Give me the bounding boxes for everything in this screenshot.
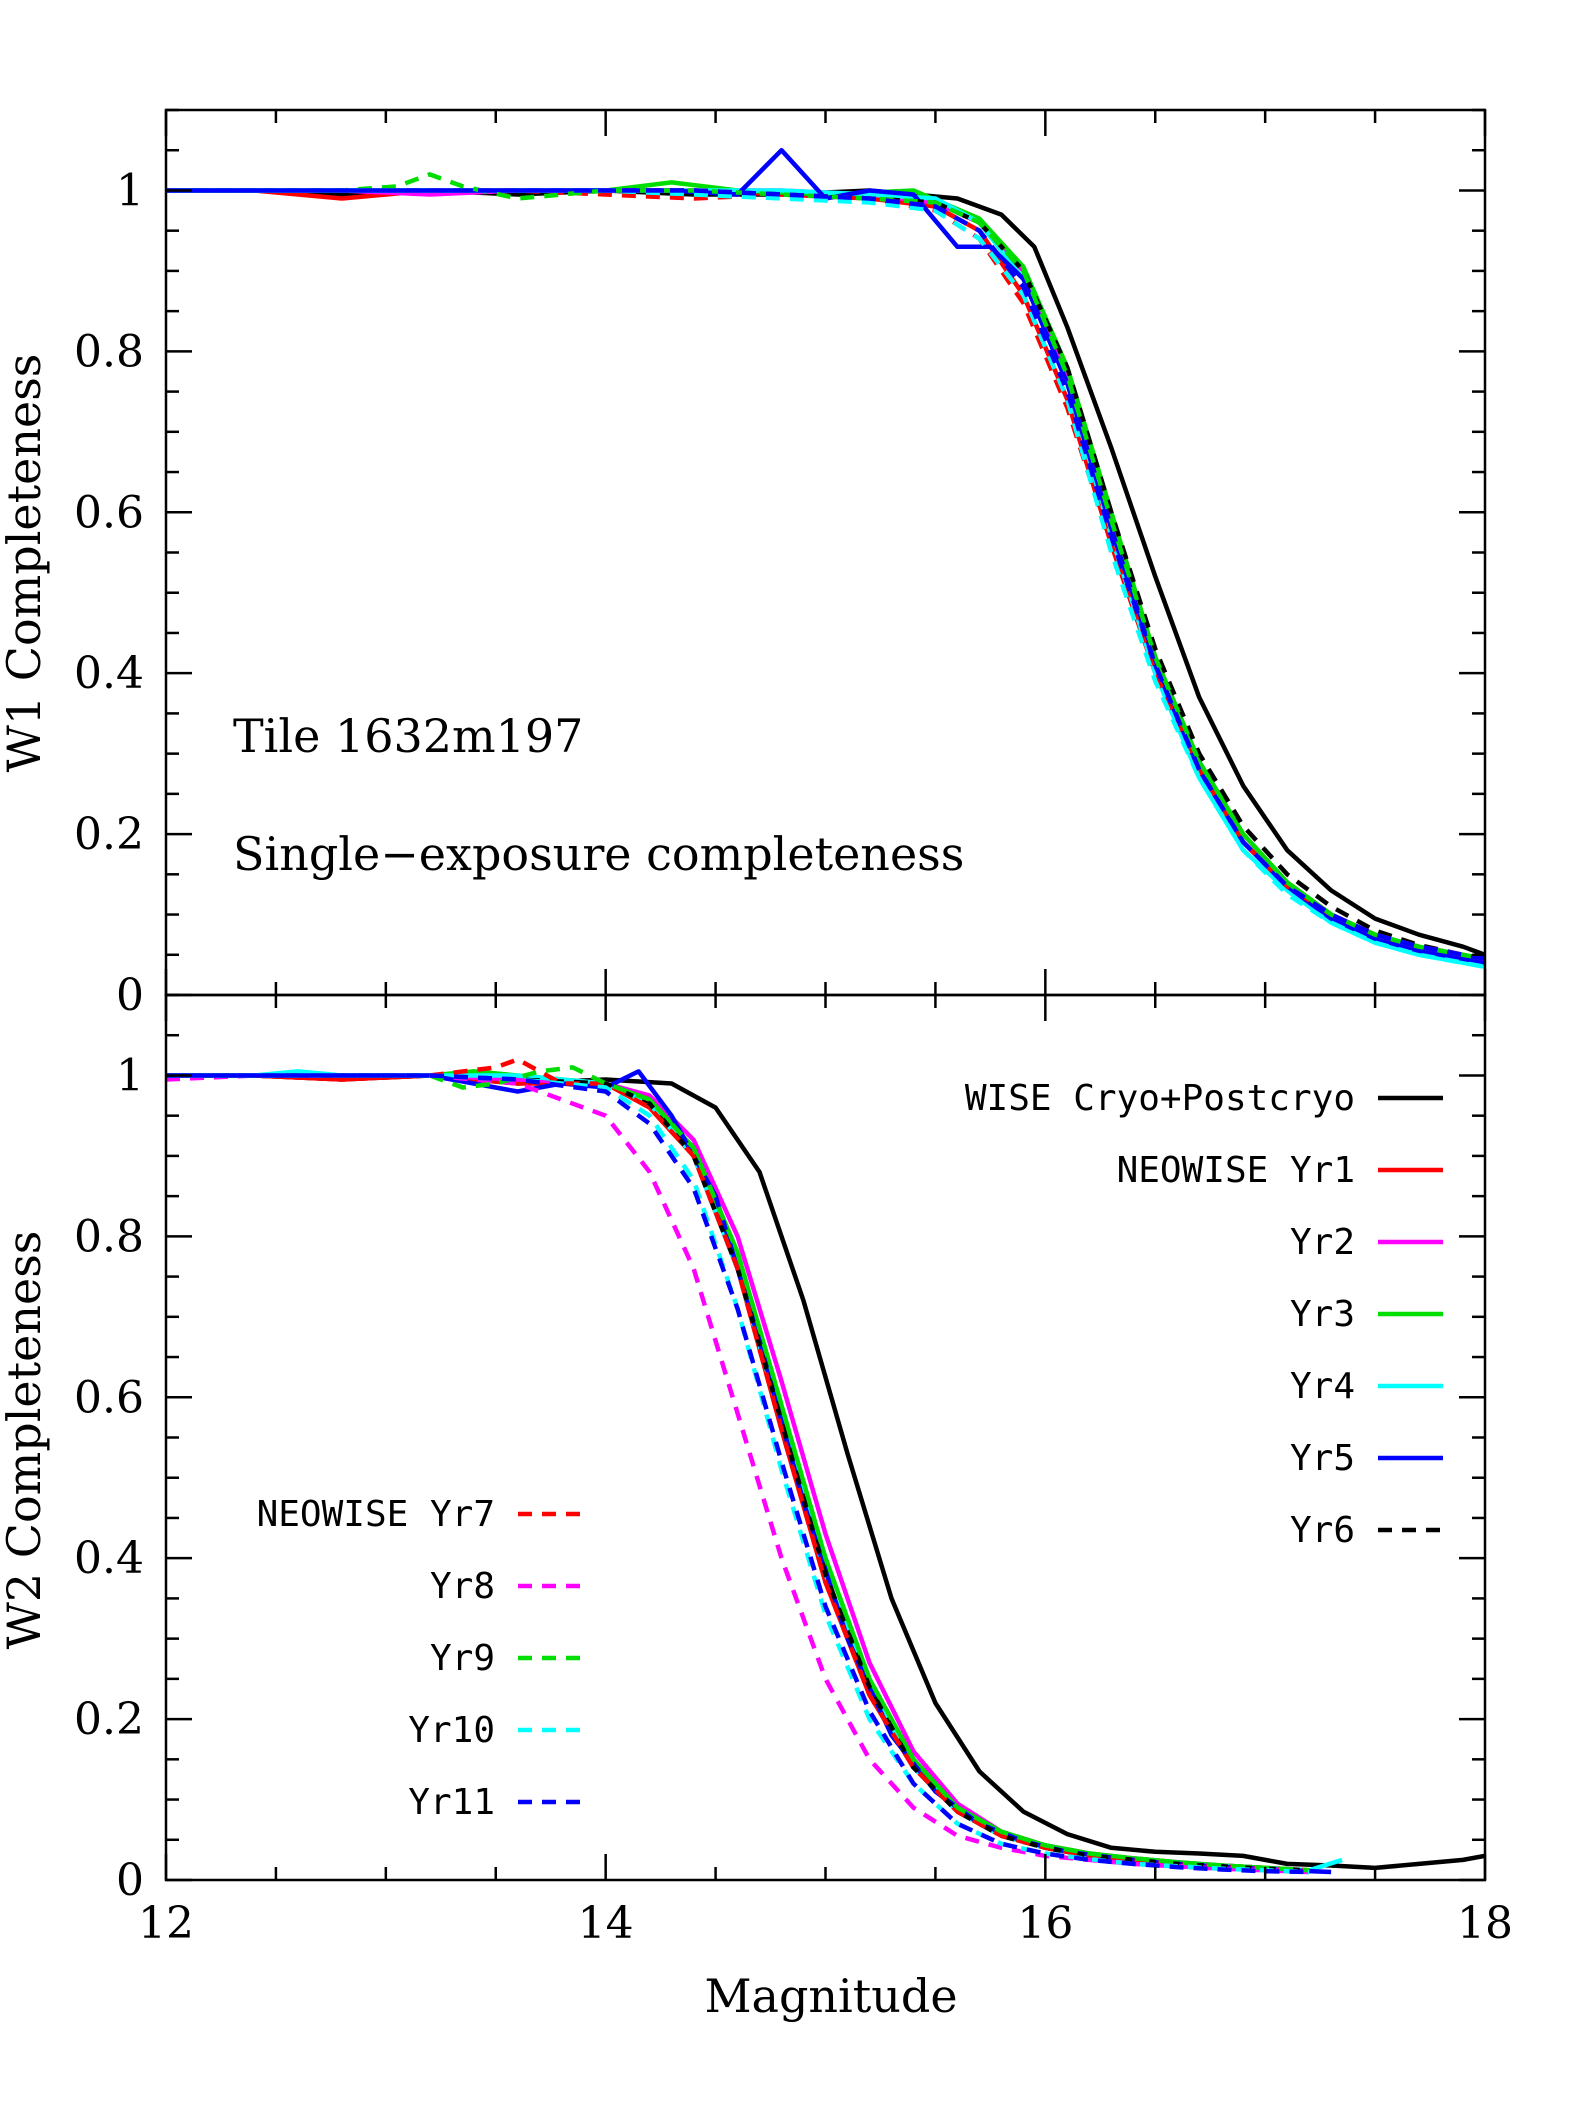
y-tick-label: 0.4	[74, 1533, 144, 1584]
y-tick-label: 0.6	[74, 487, 144, 538]
y-tick-label: 0.8	[74, 1211, 144, 1262]
panel-w1: 0 0.2 0.4 0.6 0.8 1	[74, 108, 1487, 1021]
y-tick-label: 1	[116, 1050, 144, 1101]
series-line-yr3	[166, 1069, 1310, 1873]
series-line-yr11	[166, 188, 1485, 962]
y-tick-label: 0.2	[74, 809, 144, 860]
series-group	[166, 147, 1485, 970]
legend-label: Yr9	[430, 1638, 495, 1679]
legend-label: Yr8	[430, 1566, 495, 1607]
series-line-yr11	[166, 1073, 1310, 1875]
legend-label: WISE Cryo+Postcryo	[965, 1078, 1355, 1119]
legend-label: NEOWISE Yr1	[1117, 1150, 1355, 1191]
series-line-yr9	[166, 1065, 1310, 1873]
legend-label: Yr2	[1290, 1222, 1355, 1263]
y-tick-label: 0	[116, 970, 144, 1021]
series-line-yr9	[166, 172, 1485, 962]
y-axis-title-top: W1 Completeness	[0, 354, 51, 773]
y-tick-label: 0.4	[74, 648, 144, 699]
series-line-yr10	[166, 1073, 1310, 1875]
legend-label: NEOWISE Yr7	[257, 1494, 495, 1535]
legend-label: Yr4	[1290, 1366, 1355, 1407]
tile-annotation: Tile 1632m197	[233, 709, 583, 763]
panel-w2: 0 0.2 0.4 0.6 0.8 1 12 14 16 18 WISE Cryo+Postcryo…	[74, 993, 1513, 1949]
plot-frame	[164, 993, 1487, 1882]
x-tick-label: 16	[1017, 1898, 1073, 1949]
legend-label: Yr11	[408, 1782, 495, 1823]
y-axis-title-bottom: W2 Completeness	[0, 1231, 51, 1650]
x-axis-title: Magnitude	[704, 1969, 957, 2023]
series-line-wise-cryo-postcryo	[166, 1073, 1485, 1871]
series-line-yr4	[166, 1069, 1343, 1873]
legend-label: Yr10	[408, 1710, 495, 1751]
series-group	[166, 1057, 1485, 1875]
series-line-neowise-yr1	[166, 1073, 1310, 1875]
y-tick-label: 0.6	[74, 1372, 144, 1423]
y-tick-label: 0.8	[74, 326, 144, 377]
series-line-yr8	[166, 1073, 1310, 1875]
legend-label: Yr3	[1290, 1294, 1355, 1335]
series-line-yr6	[166, 1073, 1310, 1873]
x-tick-label: 14	[578, 1898, 634, 1949]
x-tick-label: 12	[138, 1898, 194, 1949]
single-exposure-annotation: Single−exposure completeness	[233, 827, 964, 881]
y-tick-label: 0.2	[74, 1694, 144, 1745]
series-line-yr5	[166, 1069, 1332, 1875]
legend-label: Yr5	[1290, 1438, 1355, 1479]
legend-label: Yr6	[1290, 1510, 1355, 1551]
series-line-yr2	[166, 1073, 1310, 1873]
y-tick-label: 1	[116, 165, 144, 216]
legend-right: WISE Cryo+Postcryo NEOWISE Yr1 Yr2 Yr3 Yr4 Yr…	[965, 1078, 1443, 1551]
y-tick-label: 0	[116, 1855, 144, 1906]
legend-left: NEOWISE Yr7 Yr8 Yr9 Yr10 Yr11	[257, 1494, 583, 1823]
x-tick-label: 18	[1457, 1898, 1513, 1949]
